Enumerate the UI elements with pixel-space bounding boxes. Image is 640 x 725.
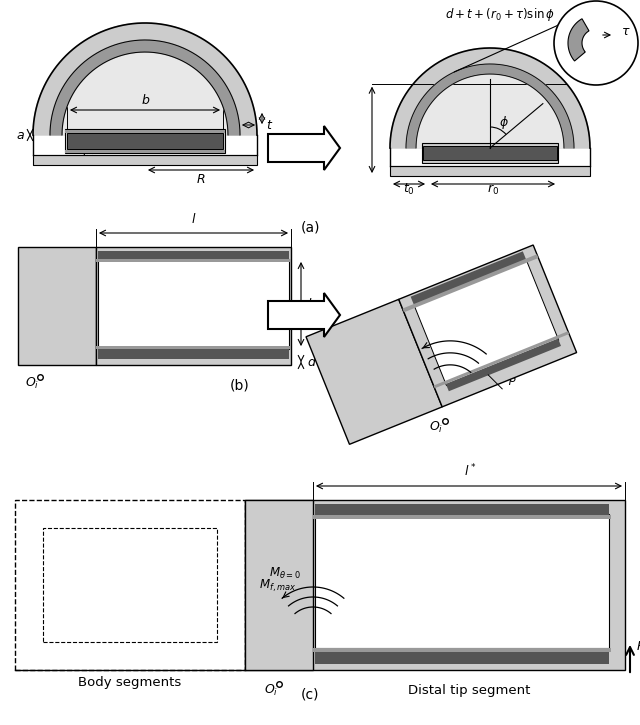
Bar — [423, 146, 557, 160]
Text: $l^*$: $l^*$ — [464, 463, 476, 479]
Polygon shape — [433, 331, 569, 389]
Polygon shape — [446, 339, 561, 392]
Polygon shape — [406, 64, 574, 148]
Text: $O_i$: $O_i$ — [429, 420, 444, 435]
Polygon shape — [399, 245, 577, 407]
Text: $O_i$: $O_i$ — [264, 683, 278, 698]
Bar — [96, 346, 291, 349]
Text: $t_0$: $t_0$ — [403, 182, 415, 197]
Text: l: l — [191, 213, 195, 226]
Bar — [15, 500, 245, 670]
Bar — [315, 652, 609, 664]
Text: d: d — [307, 355, 315, 368]
Text: $\beta$: $\beta$ — [508, 371, 516, 387]
Text: R: R — [196, 173, 205, 186]
Bar — [43, 528, 217, 642]
Bar — [245, 500, 313, 670]
Bar — [33, 155, 257, 165]
Text: $O_i$: $O_i$ — [25, 376, 39, 391]
Text: $M_{f,max}$: $M_{f,max}$ — [428, 338, 468, 354]
Polygon shape — [568, 19, 589, 61]
Bar — [65, 150, 225, 153]
Polygon shape — [403, 254, 538, 312]
Text: (c): (c) — [301, 688, 319, 702]
Bar — [67, 133, 223, 149]
Bar — [390, 166, 590, 176]
Bar — [313, 515, 611, 519]
Bar — [245, 500, 625, 670]
Bar — [422, 143, 558, 163]
Circle shape — [554, 1, 638, 85]
Bar — [96, 247, 291, 365]
Bar — [315, 504, 609, 516]
Bar — [65, 129, 225, 153]
Polygon shape — [62, 52, 228, 135]
Text: $t_0$: $t_0$ — [307, 297, 319, 312]
Text: a: a — [16, 128, 24, 141]
Text: $M_{f,max}$: $M_{f,max}$ — [259, 578, 296, 594]
Text: $M_a$: $M_a$ — [365, 604, 381, 619]
Text: b: b — [141, 94, 149, 107]
Text: Body segments: Body segments — [78, 676, 182, 689]
Polygon shape — [390, 48, 590, 148]
Text: $\theta_i$: $\theta_i$ — [495, 356, 506, 371]
Polygon shape — [306, 299, 442, 444]
Polygon shape — [414, 260, 559, 386]
Text: $M_{\theta=0}$: $M_{\theta=0}$ — [269, 566, 301, 581]
Bar — [98, 259, 289, 349]
Polygon shape — [416, 74, 564, 148]
Bar — [98, 349, 289, 359]
Bar — [313, 648, 611, 652]
Text: (b): (b) — [230, 378, 250, 392]
Text: t: t — [267, 118, 271, 131]
Bar — [18, 247, 96, 365]
Text: $M_{\theta}$: $M_{\theta}$ — [453, 326, 471, 341]
Bar — [315, 514, 609, 648]
Text: $r_0$: $r_0$ — [487, 183, 499, 197]
Text: Distal tip segment: Distal tip segment — [408, 684, 530, 697]
Bar — [96, 259, 291, 262]
Text: (a): (a) — [300, 220, 320, 234]
Bar — [65, 130, 225, 133]
Text: F: F — [636, 640, 640, 653]
Text: $d+t+(r_0+\tau)\sin\phi$: $d+t+(r_0+\tau)\sin\phi$ — [445, 6, 555, 22]
Polygon shape — [33, 23, 257, 135]
Polygon shape — [268, 126, 340, 170]
Bar — [98, 251, 289, 259]
Text: d: d — [76, 154, 84, 167]
Text: $\tau$: $\tau$ — [621, 25, 630, 38]
Text: $M_a$: $M_a$ — [516, 358, 534, 373]
Polygon shape — [411, 252, 527, 306]
Text: $\phi$: $\phi$ — [499, 114, 509, 130]
Polygon shape — [268, 293, 340, 337]
Polygon shape — [50, 40, 240, 135]
